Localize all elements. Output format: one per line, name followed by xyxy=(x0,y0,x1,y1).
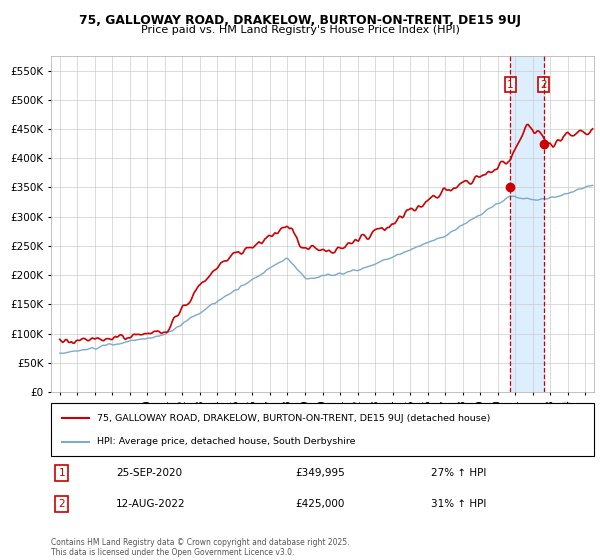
FancyBboxPatch shape xyxy=(51,403,594,456)
Bar xyxy=(511,56,544,392)
Text: 1: 1 xyxy=(507,80,514,90)
Text: £349,995: £349,995 xyxy=(295,468,345,478)
Text: 2: 2 xyxy=(59,500,65,509)
Text: 25-SEP-2020: 25-SEP-2020 xyxy=(116,468,182,478)
Text: 31% ↑ HPI: 31% ↑ HPI xyxy=(431,500,487,509)
Text: £425,000: £425,000 xyxy=(295,500,345,509)
Text: 75, GALLOWAY ROAD, DRAKELOW, BURTON-ON-TRENT, DE15 9UJ: 75, GALLOWAY ROAD, DRAKELOW, BURTON-ON-T… xyxy=(79,14,521,27)
Text: 1: 1 xyxy=(59,468,65,478)
Text: Price paid vs. HM Land Registry's House Price Index (HPI): Price paid vs. HM Land Registry's House … xyxy=(140,25,460,35)
Text: 27% ↑ HPI: 27% ↑ HPI xyxy=(431,468,487,478)
Text: HPI: Average price, detached house, South Derbyshire: HPI: Average price, detached house, Sout… xyxy=(97,437,356,446)
Text: 75, GALLOWAY ROAD, DRAKELOW, BURTON-ON-TRENT, DE15 9UJ (detached house): 75, GALLOWAY ROAD, DRAKELOW, BURTON-ON-T… xyxy=(97,414,491,423)
Text: 12-AUG-2022: 12-AUG-2022 xyxy=(116,500,186,509)
Text: 2: 2 xyxy=(540,80,547,90)
Text: Contains HM Land Registry data © Crown copyright and database right 2025.
This d: Contains HM Land Registry data © Crown c… xyxy=(51,538,349,557)
